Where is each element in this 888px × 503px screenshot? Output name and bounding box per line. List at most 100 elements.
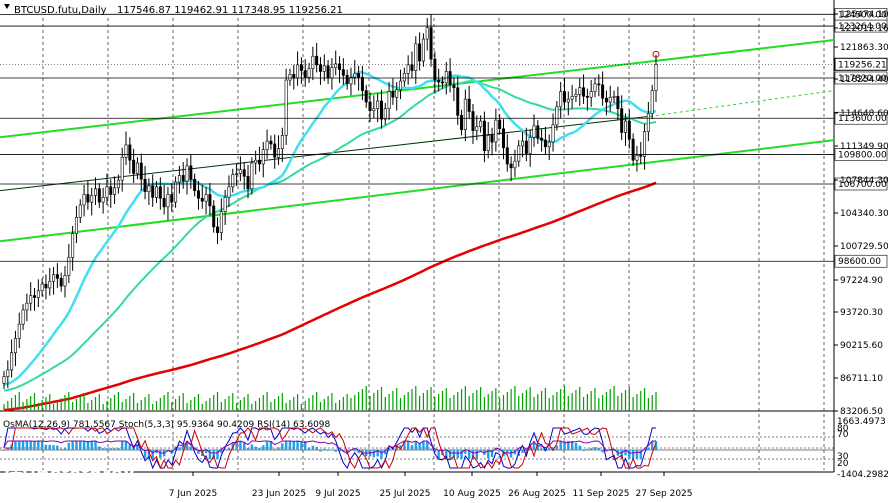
volume-bar	[552, 395, 554, 410]
osma-bar	[296, 441, 299, 450]
volume-bar	[521, 393, 524, 410]
candle-body	[620, 108, 624, 133]
candle-body	[467, 98, 471, 112]
volume-bar	[194, 397, 196, 410]
volume-bar	[624, 390, 627, 410]
chart-header: BTCUSD.futu,Daily 117546.87 119462.91 11…	[0, 0, 343, 16]
candle-body	[543, 139, 547, 148]
level-label: 109800.00	[838, 150, 887, 160]
candle-body	[338, 63, 342, 70]
volume-bar	[83, 393, 85, 410]
current-price-box	[834, 57, 888, 71]
candle-body	[616, 95, 620, 109]
volume-bar	[621, 393, 623, 410]
volume-bar	[373, 393, 375, 410]
candle-body	[219, 211, 223, 233]
candle-body	[341, 69, 345, 76]
volume-bar	[213, 395, 215, 410]
volume-bar	[605, 392, 608, 410]
ohlc-values: 117546.87 119462.91 117348.95 119256.21	[117, 5, 343, 16]
volume-bar	[457, 392, 459, 410]
candle-body	[379, 100, 383, 120]
osma-bar	[448, 450, 452, 459]
volume-bar	[419, 396, 421, 410]
candle-body	[414, 43, 418, 71]
osma-bar	[635, 450, 639, 459]
osma-bar	[429, 448, 433, 450]
volume-bar	[403, 395, 405, 410]
volume-bar	[220, 402, 222, 410]
candle-body	[494, 119, 498, 143]
chart-title: BTCUSD.futu,Daily	[14, 5, 107, 16]
osma-bar	[574, 442, 578, 450]
candle-body	[307, 68, 311, 78]
candle-body	[86, 194, 90, 203]
rsi-line	[3, 440, 656, 454]
volume-bar	[174, 399, 177, 410]
candle-body	[238, 169, 242, 174]
osma-bar	[143, 450, 147, 458]
osma-bar	[319, 450, 322, 452]
osma-bar	[437, 450, 440, 459]
volume-bar	[159, 398, 161, 410]
y-tick-label: 83206.50	[840, 407, 883, 417]
volume-bar	[136, 403, 139, 410]
volume-bar	[52, 404, 55, 410]
volume-bar	[232, 393, 234, 410]
y-tick-label: 107844.30	[840, 176, 888, 186]
osma-bar	[639, 450, 642, 459]
osma-bar	[21, 441, 25, 450]
candle-body	[521, 140, 525, 147]
osma-bar	[338, 450, 341, 452]
candle-body	[444, 71, 448, 84]
y-tick-label: 90215.60	[840, 341, 883, 351]
candle-body	[265, 140, 269, 150]
candle-body	[475, 126, 479, 131]
candle-body	[2, 376, 6, 384]
osma-bar	[151, 450, 154, 459]
osma-bar	[281, 443, 284, 450]
volume-bar	[464, 386, 466, 410]
level-label: 98600.00	[838, 257, 881, 267]
candle-body	[528, 136, 532, 154]
volume-bar	[37, 403, 39, 410]
price-levels: 124500.00 123264.00 117820.00 113600.00 1098…	[0, 7, 888, 268]
osma-bar	[288, 441, 292, 450]
candle-body	[418, 43, 422, 62]
volume-bar	[45, 397, 47, 410]
candle-body	[318, 64, 322, 72]
time-axis: 7 Jun 2025 23 Jun 2025 9 Jul 2025 25 Jul 20…	[169, 472, 693, 499]
candle-body	[601, 84, 605, 99]
osma-bar	[67, 442, 71, 450]
osma-bar	[52, 445, 55, 450]
volume-bar	[235, 403, 238, 410]
instaforex-logo-icon	[5, 462, 27, 484]
indicator-tick-label: 80	[837, 424, 849, 434]
chart-menu-icon[interactable]	[4, 4, 10, 9]
candle-body	[570, 95, 574, 100]
osma-bar	[212, 450, 215, 459]
candle-body	[284, 79, 288, 136]
candle-body	[650, 90, 654, 114]
candle-body	[288, 74, 292, 81]
volume-bar	[26, 399, 28, 410]
volume-bar	[518, 396, 520, 410]
y-tick-label: 97224.90	[840, 276, 883, 286]
osma-bar	[6, 448, 10, 450]
volume-bar	[476, 390, 478, 410]
candle-body	[582, 87, 586, 97]
volume-bar	[72, 402, 74, 410]
volume-bar	[106, 401, 108, 410]
x-tick-label: 26 Aug 2025	[508, 489, 566, 499]
osma-bar	[433, 450, 437, 453]
osma-bar	[48, 444, 51, 450]
candle-body	[589, 91, 593, 98]
candle-body	[158, 186, 162, 199]
candle-body	[353, 73, 357, 78]
osma-bar	[37, 441, 40, 450]
candle-body	[212, 205, 216, 228]
osma-bar	[216, 450, 219, 459]
volume-bar	[499, 398, 501, 410]
indicator-legend: OsMA(12,26,9) 781.5567 Stoch(5,3,3) 95.9…	[3, 420, 331, 430]
